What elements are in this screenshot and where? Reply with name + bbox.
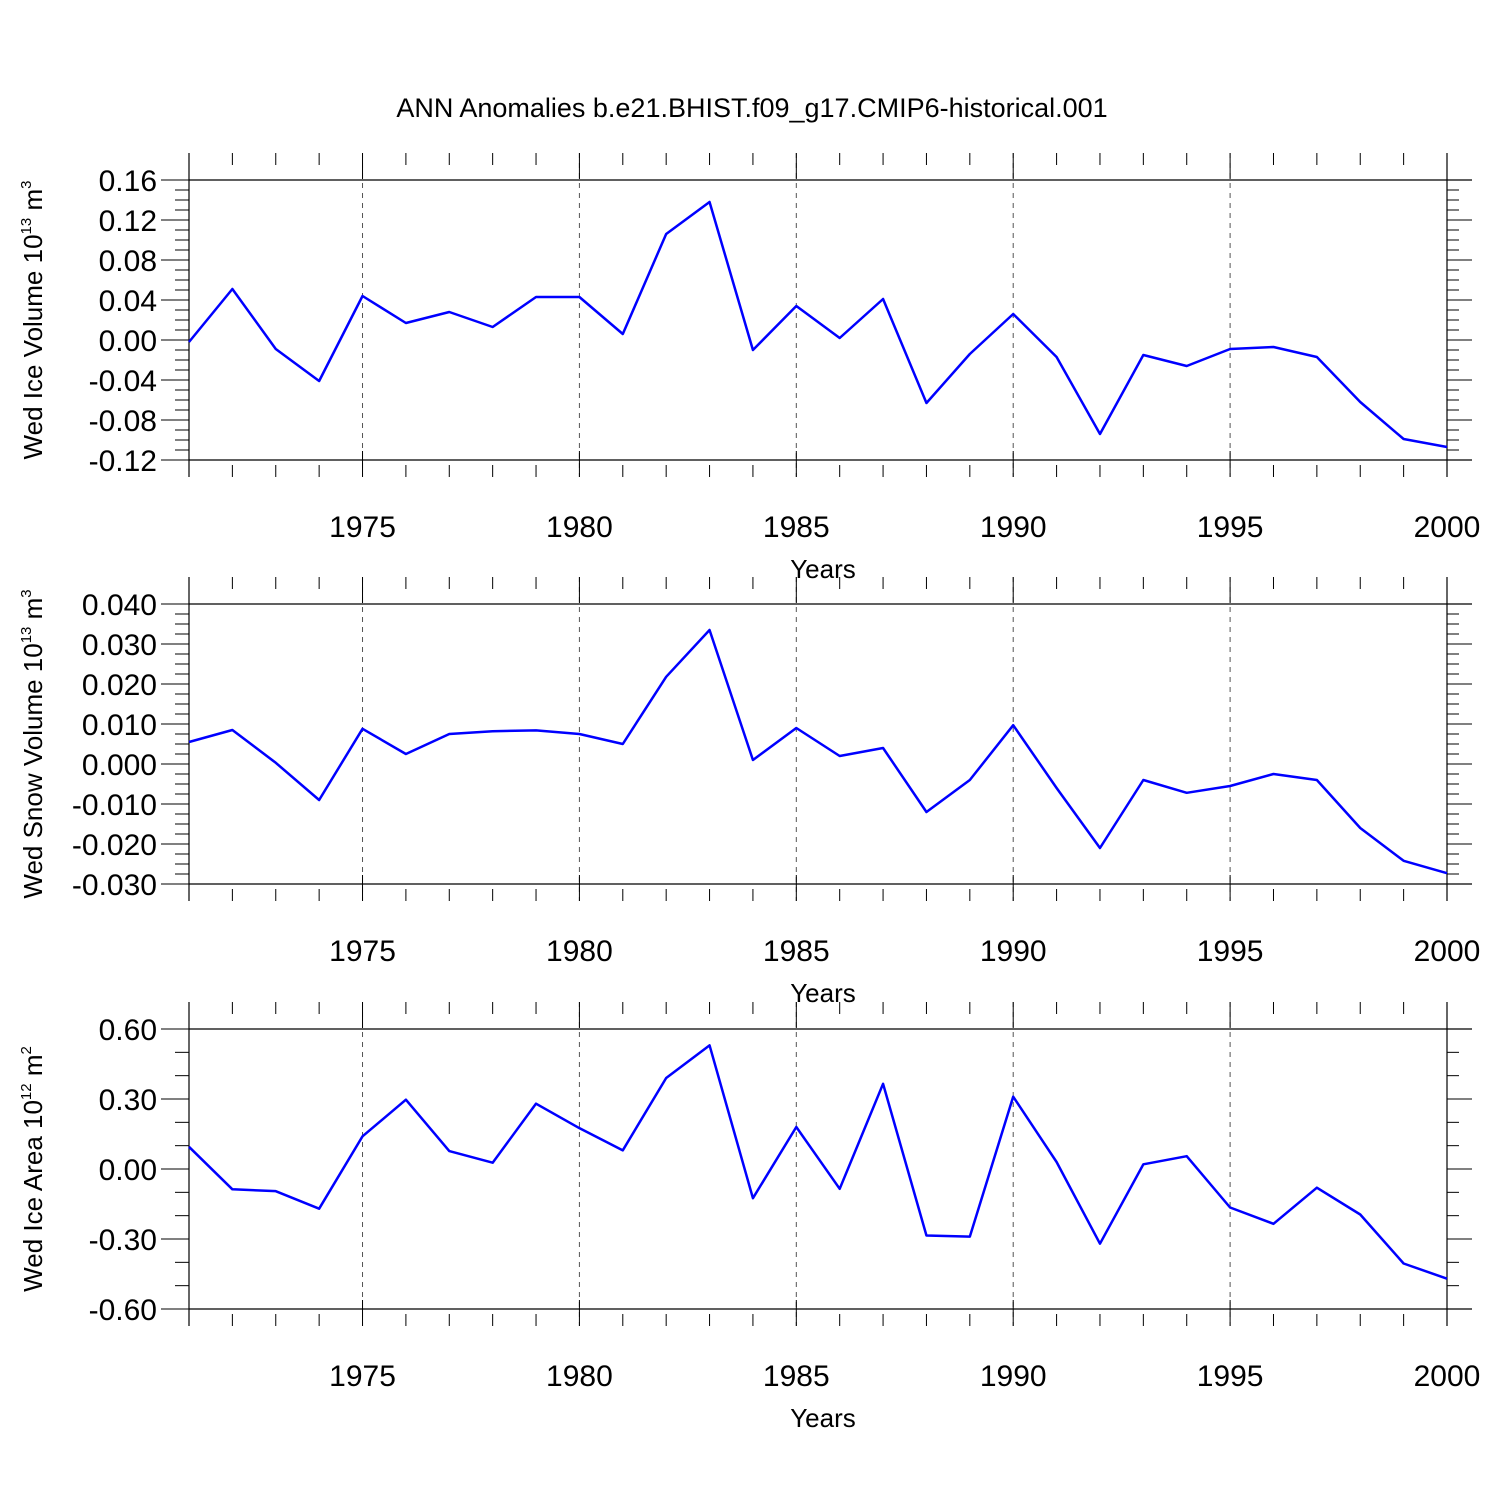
y-label-text: m bbox=[18, 1055, 48, 1084]
x-tick-label: 1985 bbox=[763, 935, 830, 968]
y-label-text: m bbox=[18, 598, 48, 627]
panel-3: -0.60 -0.30 0.00 0.30 0.60 1975 1980 1985 1990 19… bbox=[18, 1002, 1480, 1433]
y-tick-label: 0.020 bbox=[82, 669, 157, 702]
y-axis-label: Wed Snow Volume 1013 m3 bbox=[18, 589, 48, 898]
y-tick-label: -0.04 bbox=[89, 365, 157, 398]
y-tick-label: -0.12 bbox=[89, 445, 157, 478]
x-tick-label: 1990 bbox=[980, 1360, 1047, 1393]
y-tick-label: 0.30 bbox=[99, 1084, 157, 1117]
x-tick-label: 1980 bbox=[546, 1360, 613, 1393]
y-tick-label: 0.04 bbox=[99, 285, 157, 318]
y-tick-label: 0.00 bbox=[99, 1154, 157, 1187]
x-tick-label: 1985 bbox=[763, 511, 830, 544]
x-tick-label: 1980 bbox=[546, 935, 613, 968]
y-tick-label: -0.30 bbox=[89, 1224, 157, 1257]
x-tick-label: 1975 bbox=[329, 511, 396, 544]
y-label-text: Wed Snow Volume 10 bbox=[18, 643, 48, 898]
x-tick-label: 1990 bbox=[980, 935, 1047, 968]
y-label-exponent: 3 bbox=[18, 181, 35, 189]
x-tick-label: 2000 bbox=[1414, 935, 1481, 968]
y-label-exponent: 12 bbox=[18, 1083, 35, 1100]
y-tick-label: 0.08 bbox=[99, 245, 157, 278]
x-axis-label: Years bbox=[790, 1403, 856, 1433]
y-tick-label: 0.040 bbox=[82, 589, 157, 622]
y-tick-label: -0.020 bbox=[72, 829, 157, 862]
x-tick-label: 1990 bbox=[980, 511, 1047, 544]
x-tick-label: 1995 bbox=[1197, 1360, 1264, 1393]
y-tick-label: 0.12 bbox=[99, 205, 157, 238]
y-label-exponent: 3 bbox=[18, 589, 35, 597]
series-line bbox=[188, 1044, 1448, 1280]
y-label-exponent: 2 bbox=[18, 1046, 35, 1054]
x-tick-label: 1995 bbox=[1197, 935, 1264, 968]
y-tick-label: 0.00 bbox=[99, 325, 157, 358]
x-axis-label: Years bbox=[790, 554, 856, 584]
y-label-text: m bbox=[18, 189, 48, 218]
series-line bbox=[188, 628, 1448, 875]
panels: -0.12 -0.08 -0.04 0.00 0.04 0.08 0.12 0.16 1975 1… bbox=[18, 153, 1480, 1433]
y-label-text: Wed Ice Area 10 bbox=[18, 1100, 48, 1292]
y-tick-label: 0.16 bbox=[99, 165, 157, 198]
x-tick-label: 1975 bbox=[329, 1360, 396, 1393]
y-label-exponent: 13 bbox=[18, 218, 35, 235]
y-label-exponent: 13 bbox=[18, 627, 35, 644]
y-tick-label: -0.030 bbox=[72, 869, 157, 902]
y-label-text: Wed Ice Volume 10 bbox=[18, 234, 48, 459]
x-tick-label: 1975 bbox=[329, 935, 396, 968]
x-tick-label: 2000 bbox=[1414, 511, 1481, 544]
y-axis-label: Wed Ice Area 1012 m2 bbox=[18, 1046, 48, 1292]
series-line bbox=[188, 200, 1448, 449]
y-axis-label: Wed Ice Volume 1013 m3 bbox=[18, 181, 48, 460]
y-tick-label: 0.010 bbox=[82, 709, 157, 742]
panel-1: -0.12 -0.08 -0.04 0.00 0.04 0.08 0.12 0.16 1975 1… bbox=[18, 153, 1480, 584]
y-tick-label: -0.08 bbox=[89, 405, 157, 438]
x-tick-label: 1995 bbox=[1197, 511, 1264, 544]
x-tick-label: 1985 bbox=[763, 1360, 830, 1393]
x-axis-label: Years bbox=[790, 978, 856, 1008]
y-tick-label: 0.60 bbox=[99, 1014, 157, 1047]
x-tick-label: 2000 bbox=[1414, 1360, 1481, 1393]
y-tick-label: 0.030 bbox=[82, 629, 157, 662]
y-tick-label: -0.60 bbox=[89, 1294, 157, 1327]
y-tick-label: -0.010 bbox=[72, 789, 157, 822]
y-tick-label: 0.000 bbox=[82, 749, 157, 782]
panel-2: -0.030 -0.020 -0.010 0.000 0.010 0.020 0.030 0.… bbox=[18, 577, 1480, 1008]
chart-title: ANN Anomalies b.e21.BHIST.f09_g17.CMIP6-… bbox=[396, 93, 1107, 123]
x-tick-label: 1980 bbox=[546, 511, 613, 544]
